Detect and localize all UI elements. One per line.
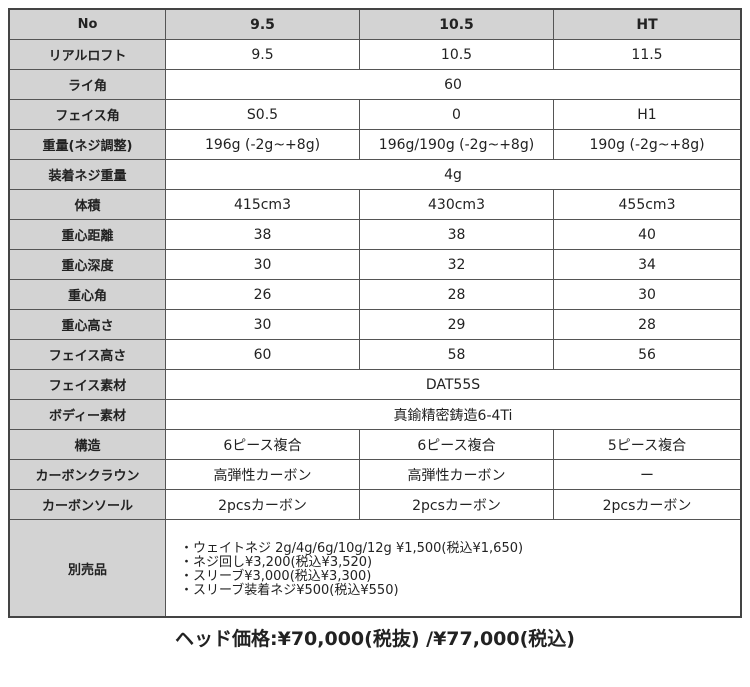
header-cell: HT [553,8,742,40]
table-row: 重心高さ 30 29 28 [8,309,742,340]
value-cell: 高弾性カーボン [359,459,554,490]
table-row: フェイス素材 DAT55S [8,369,742,400]
accessories-list: ・ウェイトネジ 2g/4g/6g/10g/12g ¥1,500(税込¥1,650… [165,519,742,618]
value-cell: 6ピース複合 [359,429,554,460]
value-cell: 26 [165,279,360,310]
table-row: フェイス角 S0.5 0 H1 [8,99,742,130]
value-cell: 29 [359,309,554,340]
accessory-item: ・スリーブ¥3,000(税込¥3,300) [180,569,372,584]
value-cell: 56 [553,339,742,370]
table-row: カーボンクラウン 高弾性カーボン 高弾性カーボンー [8,459,742,490]
merged-cell: 60 [165,69,742,100]
value-cell: 高弾性カーボン [165,459,360,490]
accessory-item: ・スリーブ装着ネジ¥500(税込¥550) [180,583,399,598]
value-cell: 40 [553,219,742,250]
table-row: フェイス高さ 60 58 56 [8,339,742,370]
row-label: フェイス高さ [8,339,166,370]
row-label: カーボンクラウン [8,459,166,490]
header-cell: No [8,8,166,40]
table-row: 重心深度 30 32 34 [8,249,742,280]
value-cell: 190g (-2g~+8g) [553,129,742,160]
row-label: 重心深度 [8,249,166,280]
table-row: 重心角 26 28 30 [8,279,742,310]
table-row: 体積 415cm3 430cm3 455cm3 [8,189,742,220]
value-cell: 28 [359,279,554,310]
value-cell: 415cm3 [165,189,360,220]
value-cell: 60 [165,339,360,370]
row-label: 重心角 [8,279,166,310]
row-label: 重心距離 [8,219,166,250]
header-cell: 9.5 [165,8,360,40]
value-cell: 32 [359,249,554,280]
accessory-item: ・ウェイトネジ 2g/4g/6g/10g/12g ¥1,500(税込¥1,650… [180,541,524,556]
merged-cell: 真鍮精密鋳造6-4Ti [165,399,742,430]
value-cell: 38 [165,219,360,250]
table-row: 装着ネジ重量 4g [8,159,742,190]
value-cell: 430cm3 [359,189,554,220]
value-cell: 2pcsカーボン [553,489,742,520]
merged-cell: 4g [165,159,742,190]
row-label: フェイス角 [8,99,166,130]
header-cell: 10.5 [359,8,554,40]
value-cell: 9.5 [165,39,360,70]
row-label: 重量(ネジ調整) [8,129,166,160]
table-row: カーボンソール 2pcsカーボン 2pcsカーボン 2pcsカーボン [8,489,742,520]
merged-cell: DAT55S [165,369,742,400]
table-row: 構造 6ピース複合 6ピース複合 5ピース複合 [8,429,742,460]
value-cell: 0 [359,99,554,130]
value-cell: 5ピース複合 [553,429,742,460]
value-cell: 455cm3 [553,189,742,220]
table-row: ライ角 60 [8,69,742,100]
value-cell: S0.5 [165,99,360,130]
value-cell: 10.5 [359,39,554,70]
row-label: 重心高さ [8,309,166,340]
row-label: カーボンソール [8,489,166,520]
value-cell: 2pcsカーボン [359,489,554,520]
table-row: 重量(ネジ調整) 196g (-2g~+8g) 196g/190g (-2g~+8g… [8,129,742,160]
table-row: ボディー素材 真鍮精密鋳造6-4Ti [8,399,742,430]
value-cell: 38 [359,219,554,250]
accessory-item: ・ネジ回し¥3,200(税込¥3,520) [180,555,373,570]
value-cell: 11.5 [553,39,742,70]
value-cell: 34 [553,249,742,280]
row-label: ライ角 [8,69,166,100]
value-cell: 30 [165,309,360,340]
accessories-row: 別売品 ・ウェイトネジ 2g/4g/6g/10g/12g ¥1,500(税込¥1,… [8,519,742,618]
head-price: ヘッド価格:¥70,000(税抜) /¥77,000(税込) [175,628,575,650]
value-cell: 196g/190g (-2g~+8g) [359,129,554,160]
value-cell: 58 [359,339,554,370]
spec-table: No 9.5 10.5 HT リアルロフト 9.5 10.5 11.5 ライ角 60 フェイ… [8,8,742,618]
value-cell: 30 [165,249,360,280]
row-label: 構造 [8,429,166,460]
value-cell: H1 [553,99,742,130]
table-row: 重心距離 38 38 40 [8,219,742,250]
value-cell: ー [553,459,742,490]
row-label: 体積 [8,189,166,220]
value-cell: 2pcsカーボン [165,489,360,520]
value-cell: 6ピース複合 [165,429,360,460]
row-label: 別売品 [8,519,166,618]
row-label: ボディー素材 [8,399,166,430]
row-label: 装着ネジ重量 [8,159,166,190]
header-row: No 9.5 10.5 HT [8,8,742,40]
value-cell: 28 [553,309,742,340]
row-label: リアルロフト [8,39,166,70]
value-cell: 196g (-2g~+8g) [165,129,360,160]
row-label: フェイス素材 [8,369,166,400]
table-row: リアルロフト 9.5 10.5 11.5 [8,39,742,70]
value-cell: 30 [553,279,742,310]
